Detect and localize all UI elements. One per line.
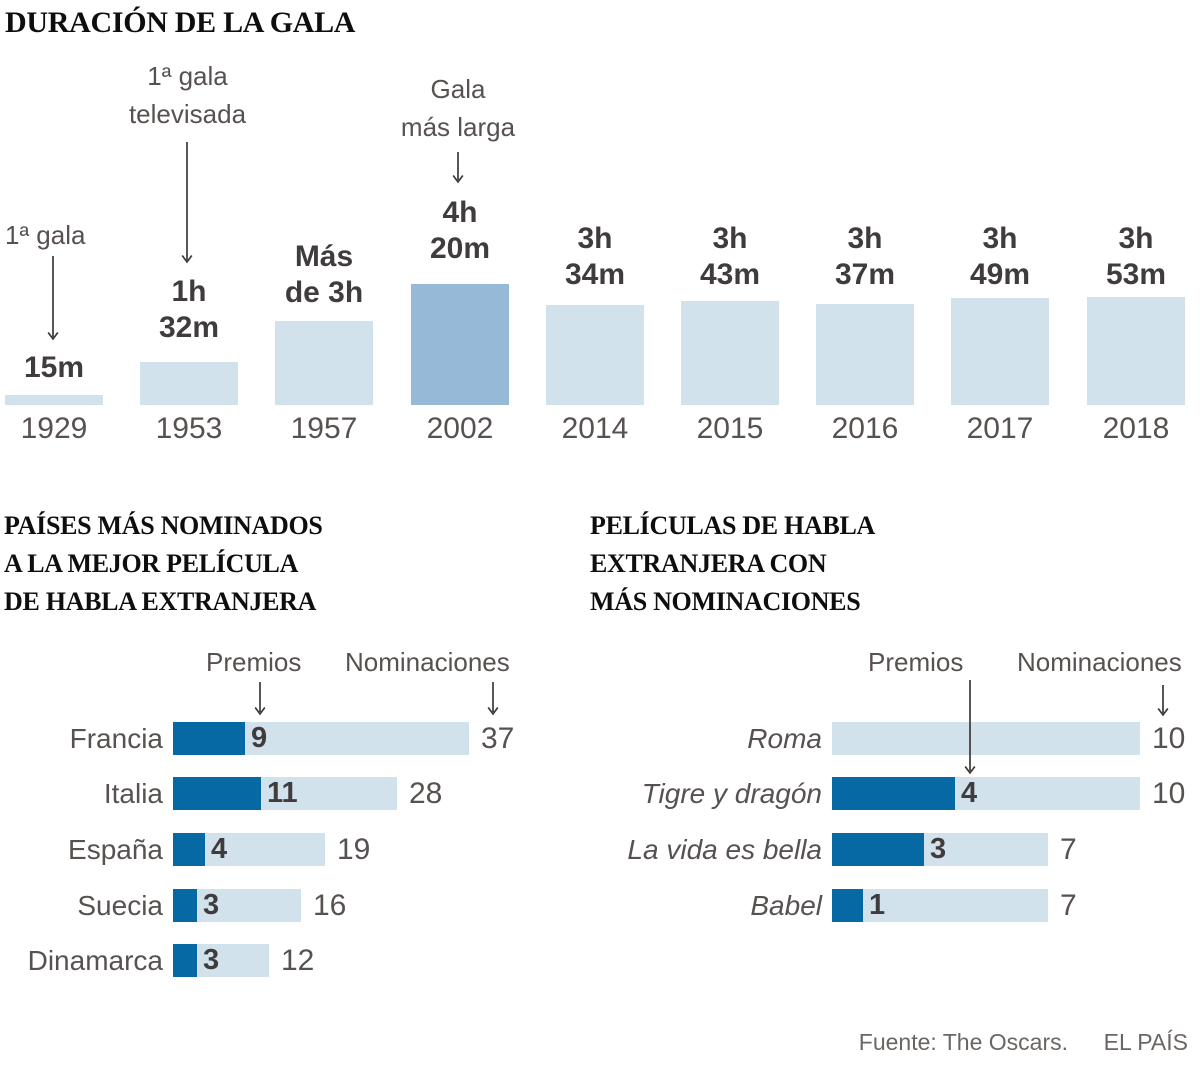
premios-bar bbox=[832, 833, 924, 866]
premios-bar bbox=[173, 722, 245, 755]
category-label: Francia bbox=[69, 723, 163, 754]
duration-value-label: 1h 32m bbox=[158, 275, 220, 344]
category-label: Babel bbox=[750, 890, 822, 921]
arrow-down-icon bbox=[181, 142, 193, 264]
premios-bar bbox=[173, 777, 261, 810]
nominaciones-value: 12 bbox=[281, 944, 315, 977]
nominaciones-value: 7 bbox=[1060, 889, 1077, 922]
year-axis-label: 2018 bbox=[1102, 412, 1170, 445]
arrow-down-icon bbox=[254, 682, 266, 716]
nominaciones-bar bbox=[832, 889, 1048, 922]
category-label: Italia bbox=[103, 778, 163, 809]
bar bbox=[275, 321, 373, 405]
premios-value: 9 bbox=[251, 722, 268, 754]
duration-value-label: 15m bbox=[23, 351, 85, 384]
category-label: Tigre y dragón bbox=[641, 778, 822, 809]
legend-nominaciones-left: Nominaciones bbox=[345, 647, 510, 677]
duration-value-label: 3h 53m bbox=[1105, 222, 1167, 291]
year-axis-label: 2002 bbox=[426, 412, 494, 445]
brand-logo-text: EL PAÍS bbox=[1103, 1029, 1188, 1055]
premios-bar bbox=[173, 833, 205, 866]
source-label: Fuente: The Oscars. bbox=[858, 1029, 1068, 1055]
bar bbox=[5, 395, 103, 405]
duration-value-label: 4h 20m bbox=[429, 196, 491, 265]
year-axis-label: 1957 bbox=[290, 412, 358, 445]
premios-value: 4 bbox=[961, 777, 978, 809]
duration-value-label: 3h 49m bbox=[969, 222, 1031, 291]
category-label: Roma bbox=[747, 723, 822, 754]
legend-premios-right: Premios bbox=[868, 647, 964, 677]
year-axis-label: 2016 bbox=[831, 412, 899, 445]
bar bbox=[951, 298, 1049, 405]
duration-value-label: 3h 43m bbox=[699, 222, 761, 291]
legend-premios-left: Premios bbox=[206, 647, 302, 677]
bar bbox=[1087, 297, 1185, 405]
arrow-down-icon bbox=[487, 682, 499, 716]
category-label: La vida es bella bbox=[627, 834, 822, 865]
category-label: España bbox=[68, 834, 163, 865]
nominaciones-bar bbox=[832, 722, 1140, 755]
countries-chart-title: PAÍSES MÁS NOMINADOS A LA MEJOR PELÍCULA… bbox=[4, 511, 323, 616]
year-axis-label: 1953 bbox=[155, 412, 223, 445]
duration-value-label: 3h 34m bbox=[564, 222, 626, 291]
premios-bar bbox=[173, 944, 197, 977]
bar bbox=[816, 304, 914, 405]
legend-nominaciones-right: Nominaciones bbox=[1017, 647, 1182, 677]
arrow-down-icon bbox=[1157, 685, 1169, 717]
premios-bar bbox=[832, 777, 955, 810]
bar bbox=[681, 301, 779, 405]
nominaciones-value: 28 bbox=[409, 777, 443, 810]
year-axis-label: 2017 bbox=[966, 412, 1034, 445]
duration-value-label: 3h 37m bbox=[834, 222, 896, 291]
annotation-primera-gala-televisada: 1ª gala televisada bbox=[128, 61, 247, 129]
nominaciones-value: 19 bbox=[337, 833, 371, 866]
premios-value: 11 bbox=[267, 777, 298, 809]
premios-bar bbox=[832, 889, 863, 922]
premios-value: 1 bbox=[869, 889, 886, 921]
premios-value: 3 bbox=[203, 889, 220, 921]
year-axis-label: 2015 bbox=[696, 412, 764, 445]
category-label: Dinamarca bbox=[27, 945, 163, 976]
annotation-primera-gala: 1ª gala bbox=[5, 220, 86, 250]
bar-highlighted bbox=[411, 284, 509, 405]
annotation-gala-mas-larga: Gala más larga bbox=[400, 74, 516, 142]
arrow-down-icon bbox=[452, 152, 464, 184]
gala-chart-title: DURACIÓN DE LA GALA bbox=[5, 6, 356, 39]
nominaciones-value: 10 bbox=[1152, 777, 1186, 810]
year-axis-label: 1929 bbox=[20, 412, 88, 445]
nominaciones-value: 37 bbox=[481, 722, 515, 755]
premios-bar bbox=[173, 889, 197, 922]
bar bbox=[140, 362, 238, 405]
nominaciones-value: 10 bbox=[1152, 722, 1186, 755]
category-label: Suecia bbox=[77, 890, 163, 921]
premios-value: 3 bbox=[930, 833, 947, 865]
nominaciones-value: 16 bbox=[313, 889, 347, 922]
arrow-down-icon bbox=[47, 256, 59, 341]
films-chart-title: PELÍCULAS DE HABLA EXTRANJERA CON MÁS NO… bbox=[590, 511, 875, 616]
premios-value: 4 bbox=[211, 833, 228, 865]
premios-value: 3 bbox=[203, 944, 220, 976]
duration-value-label: Más de 3h bbox=[284, 240, 364, 309]
arrow-down-icon bbox=[964, 680, 976, 775]
nominaciones-value: 7 bbox=[1060, 833, 1077, 866]
year-axis-label: 2014 bbox=[561, 412, 629, 445]
bar bbox=[546, 305, 644, 405]
